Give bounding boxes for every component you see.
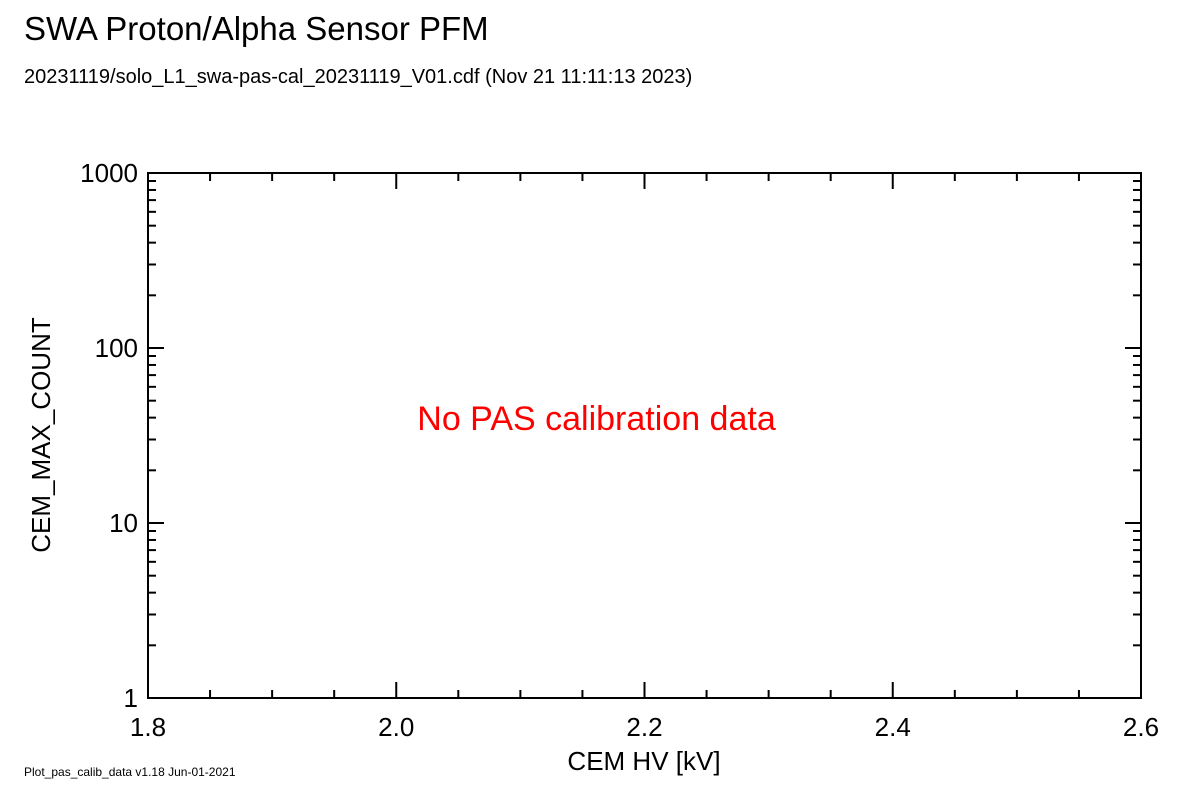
x-tick-label: 2.0 — [378, 712, 414, 742]
y-axis-label: CEM_MAX_COUNT — [26, 317, 56, 553]
chart-title: SWA Proton/Alpha Sensor PFM — [24, 10, 489, 47]
plot-frame — [147, 172, 1142, 699]
y-tick-label: 1 — [124, 683, 138, 713]
x-tick-label: 2.4 — [875, 712, 911, 742]
x-axis-label: CEM HV [kV] — [567, 746, 720, 776]
x-tick-label: 2.2 — [626, 712, 662, 742]
y-tick-label: 1000 — [80, 158, 138, 188]
x-tick-label: 2.6 — [1123, 712, 1159, 742]
y-tick-label: 100 — [95, 333, 138, 363]
chart-subtitle: 20231119/solo_L1_swa-pas-cal_20231119_V0… — [24, 66, 693, 88]
footer-version: Plot_pas_calib_data v1.18 Jun-01-2021 — [24, 765, 236, 779]
tick-labels: 1.8 2.0 2.2 2.4 2.6 1 10 100 1000 — [80, 158, 1159, 742]
y-tick-label: 10 — [109, 508, 138, 538]
no-data-annotation: No PAS calibration data — [417, 400, 776, 438]
x-tick-label: 1.8 — [130, 712, 166, 742]
